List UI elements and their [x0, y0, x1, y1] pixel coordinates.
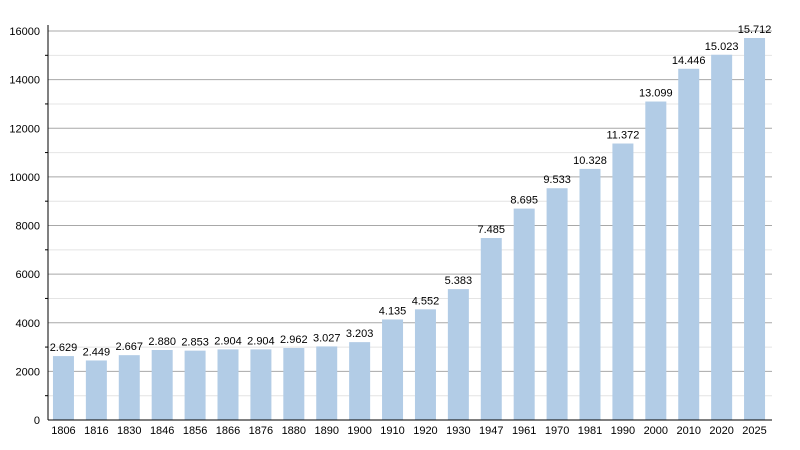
bar-1890	[316, 346, 338, 420]
data-label: 3.027	[313, 332, 341, 344]
bar-1910	[382, 319, 404, 420]
x-tick-label: 1910	[380, 425, 404, 437]
data-label: 11.372	[606, 130, 639, 142]
data-label: 2.904	[247, 335, 275, 347]
x-tick-label: 1856	[183, 425, 207, 437]
x-tick-label: 1970	[545, 425, 569, 437]
y-tick-label: 12000	[9, 123, 40, 135]
x-tick-label: 1961	[512, 425, 536, 437]
bar-1947	[480, 238, 502, 420]
bar-1876	[250, 349, 272, 420]
data-label: 2.904	[214, 335, 242, 347]
bar-1961	[513, 208, 535, 420]
data-label: 8.695	[510, 195, 538, 207]
data-label: 2.962	[280, 334, 308, 346]
y-tick-label: 16000	[9, 26, 40, 38]
data-label: 2.853	[181, 337, 209, 349]
data-label: 2.629	[50, 342, 78, 354]
bar-1930	[447, 289, 469, 420]
x-tick-label: 2025	[742, 425, 766, 437]
x-tick-label: 1900	[347, 425, 371, 437]
x-tick-label: 1806	[51, 425, 75, 437]
bar-1880	[283, 347, 305, 420]
x-tick-label: 1947	[479, 425, 503, 437]
bar-1816	[85, 360, 107, 420]
data-label: 2.880	[148, 336, 176, 348]
x-tick-label: 1876	[249, 425, 273, 437]
data-label: 3.203	[346, 328, 374, 340]
data-label: 4.135	[379, 305, 407, 317]
bar-2025	[744, 38, 766, 420]
data-label: 2.667	[116, 341, 144, 353]
x-tick-label: 1880	[282, 425, 306, 437]
bar-1846	[151, 349, 173, 420]
y-tick-label: 10000	[9, 172, 40, 184]
x-tick-label: 1830	[117, 425, 141, 437]
data-label: 2.449	[83, 346, 111, 358]
y-tick-label: 14000	[9, 75, 40, 87]
bar-2010	[678, 68, 700, 421]
x-tick-label: 2020	[709, 425, 733, 437]
data-label: 14.446	[672, 55, 706, 67]
y-tick-label: 0	[34, 415, 40, 427]
bar-1830	[118, 355, 140, 420]
bar-1866	[217, 349, 239, 420]
data-label: 7.485	[478, 224, 506, 236]
x-tick-label: 2010	[676, 425, 700, 437]
data-label: 15.712	[738, 24, 772, 36]
x-tick-label: 1990	[611, 425, 635, 437]
bar-2000	[645, 101, 667, 420]
data-label: 4.552	[412, 295, 440, 307]
bar-1900	[349, 342, 371, 420]
bar-1856	[184, 350, 206, 420]
data-label: 13.099	[639, 88, 673, 100]
data-label: 5.383	[445, 275, 473, 287]
data-label: 9.533	[543, 174, 571, 186]
x-tick-label: 1866	[216, 425, 240, 437]
bar-2020	[711, 54, 733, 421]
y-tick-label: 8000	[16, 221, 40, 233]
y-tick-label: 4000	[16, 318, 40, 330]
x-tick-label: 1930	[446, 425, 470, 437]
data-label: 10.328	[573, 155, 607, 167]
x-tick-label: 1890	[314, 425, 338, 437]
bar-1920	[414, 309, 436, 420]
y-tick-label: 6000	[16, 269, 40, 281]
bar-1970	[546, 188, 568, 420]
bar-1981	[579, 168, 601, 420]
y-tick-label: 2000	[16, 366, 40, 378]
data-label: 15.023	[705, 41, 739, 53]
bar-1990	[612, 143, 634, 420]
x-tick-label: 1920	[413, 425, 437, 437]
x-tick-label: 1981	[578, 425, 602, 437]
x-tick-label: 2000	[644, 425, 668, 437]
bar-1806	[52, 356, 74, 420]
x-tick-label: 1816	[84, 425, 108, 437]
x-tick-label: 1846	[150, 425, 174, 437]
